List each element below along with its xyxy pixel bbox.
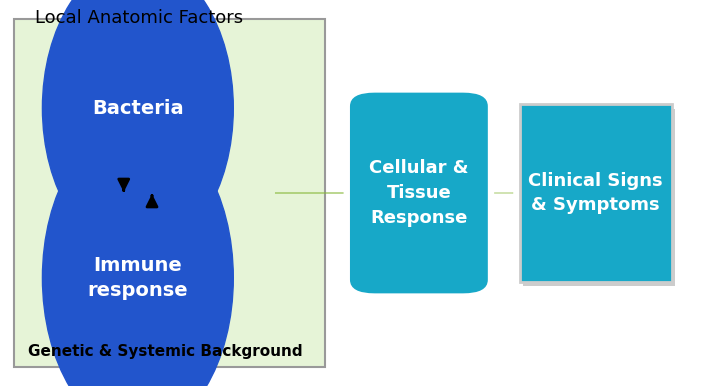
Ellipse shape <box>42 0 233 257</box>
Text: Local Anatomic Factors: Local Anatomic Factors <box>35 9 243 27</box>
Text: Bacteria: Bacteria <box>92 98 184 118</box>
FancyBboxPatch shape <box>523 109 675 286</box>
Text: Cellular &
Tissue
Response: Cellular & Tissue Response <box>369 159 469 227</box>
Text: Immune
response: Immune response <box>88 256 188 300</box>
FancyBboxPatch shape <box>14 19 325 367</box>
Ellipse shape <box>42 122 233 386</box>
FancyBboxPatch shape <box>520 104 672 282</box>
Text: Genetic & Systemic Background: Genetic & Systemic Background <box>28 344 303 359</box>
FancyBboxPatch shape <box>350 93 488 293</box>
Text: Clinical Signs
& Symptoms: Clinical Signs & Symptoms <box>528 171 663 215</box>
